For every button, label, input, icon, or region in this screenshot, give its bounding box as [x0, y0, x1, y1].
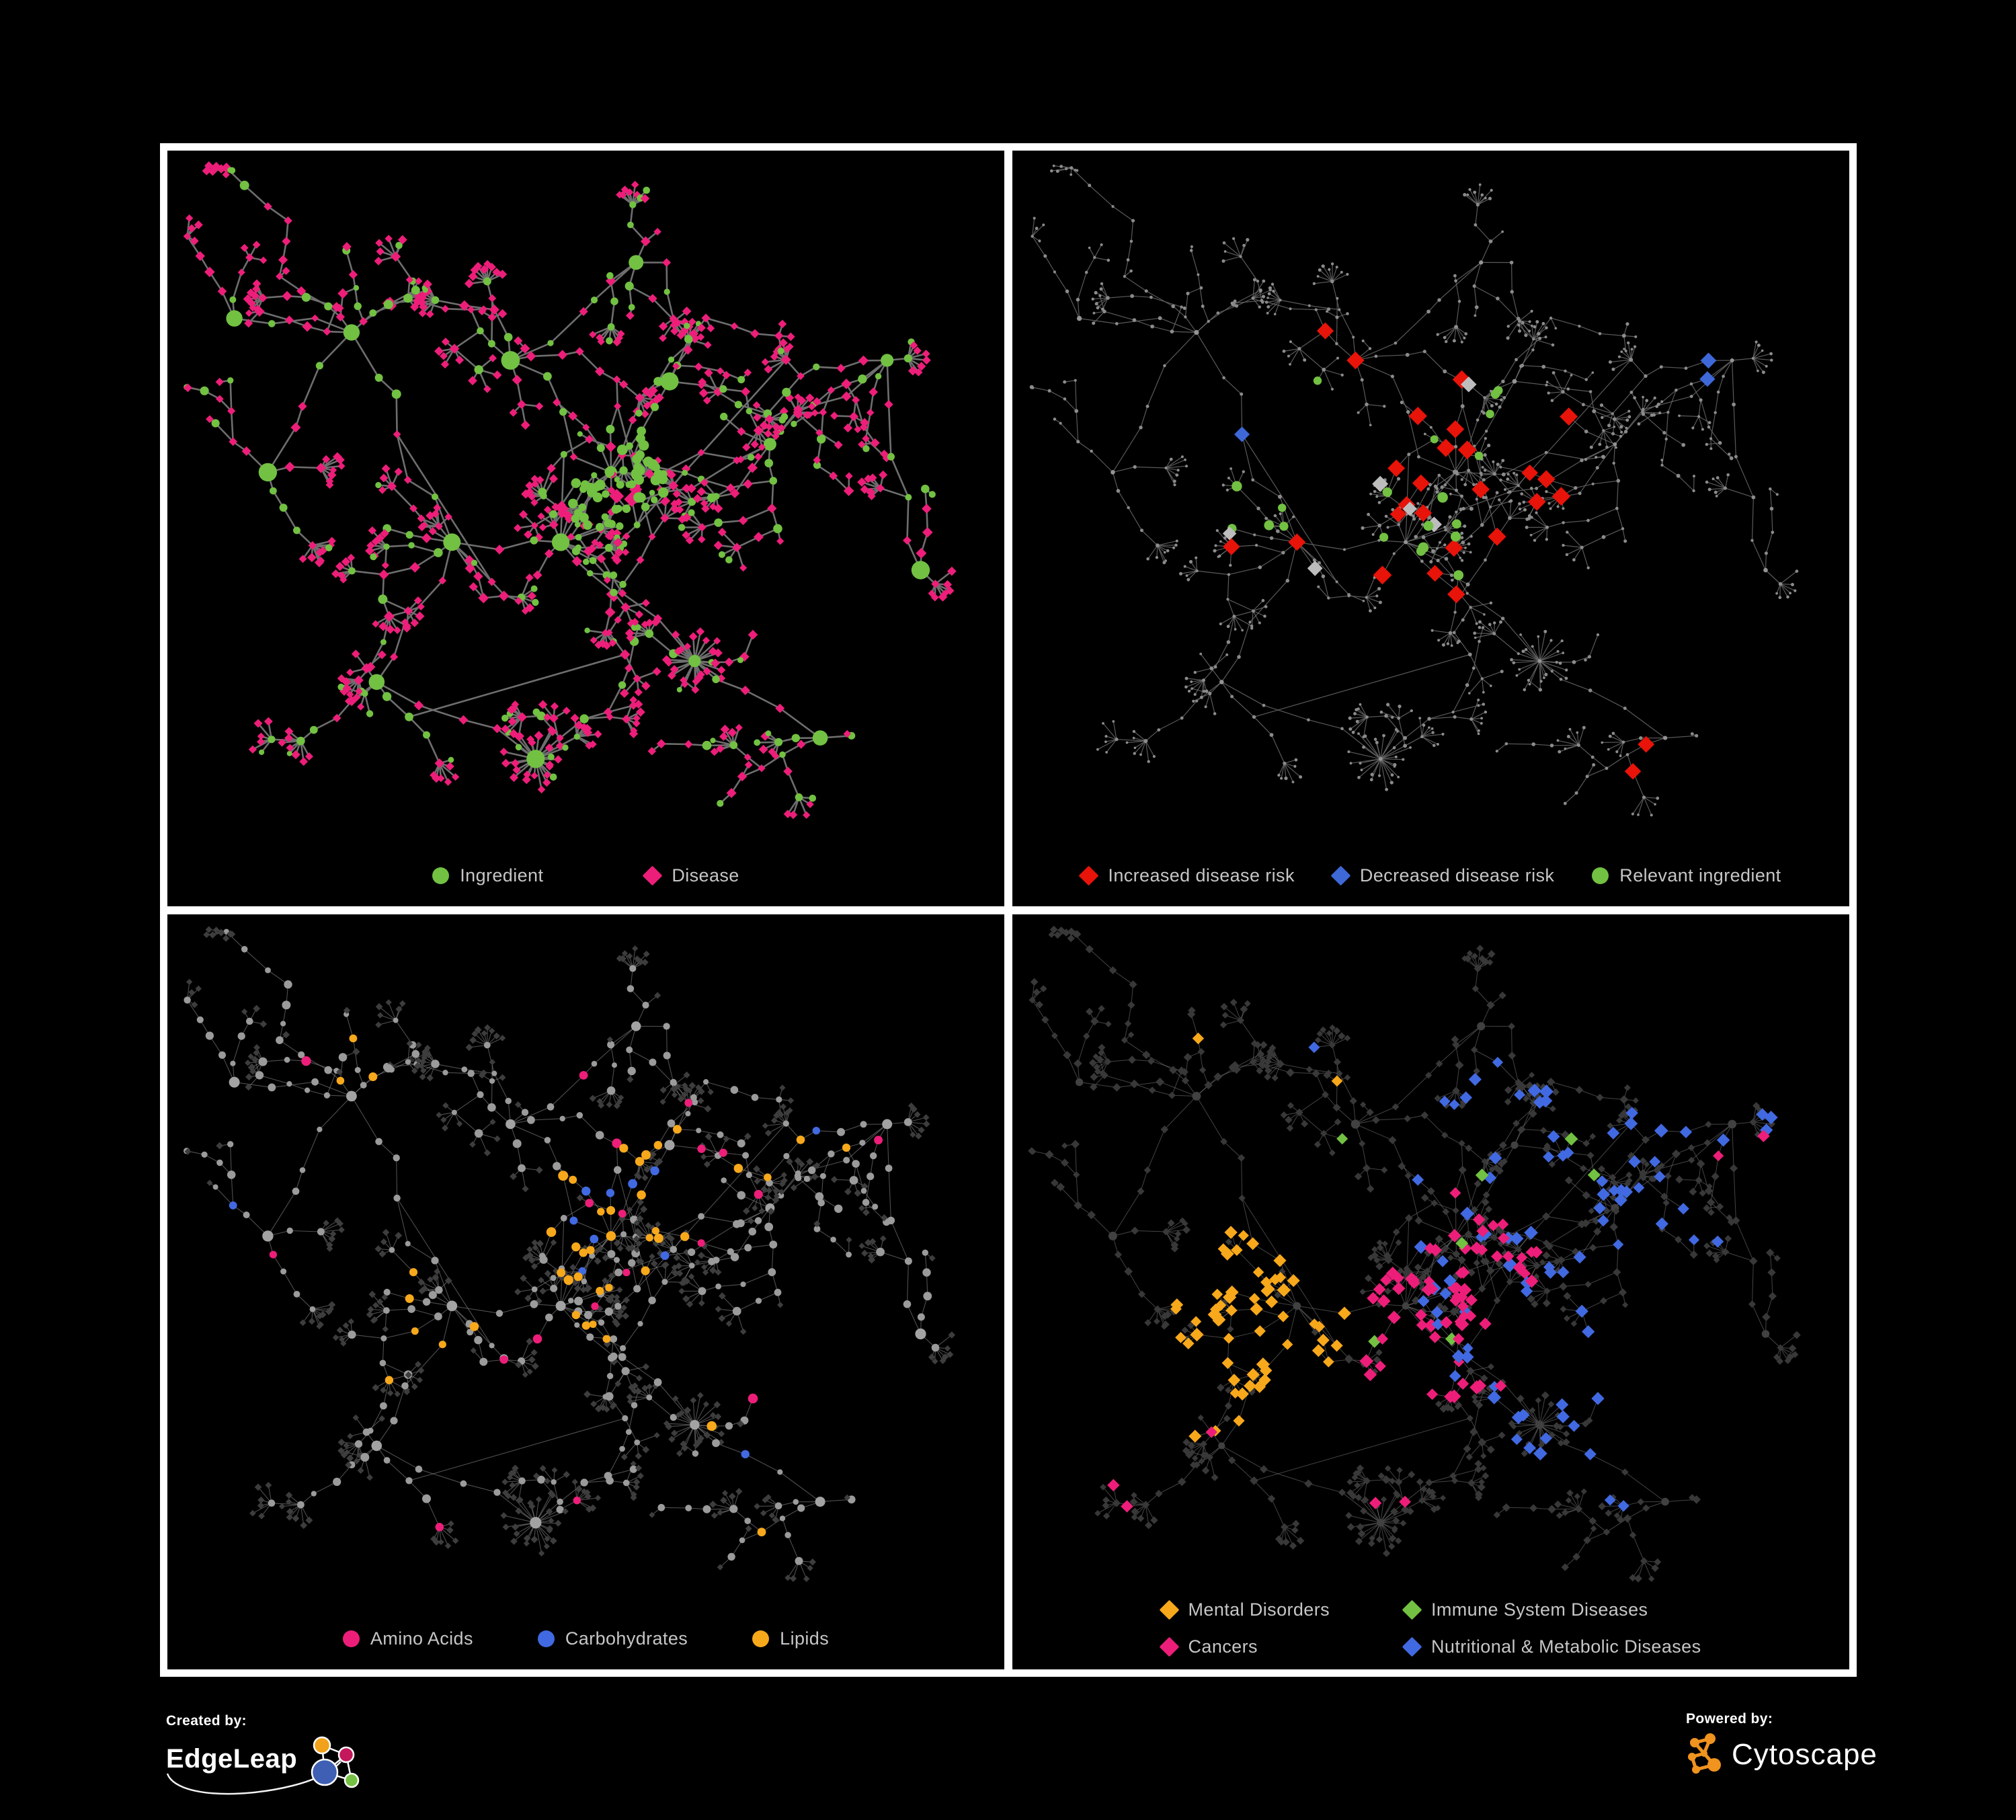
legend-diamond-marker [1079, 865, 1099, 885]
legend-compound-classes: Amino Acids Carbohydrates Lipids [167, 1628, 1004, 1649]
cytoscape-logo-icon [1688, 1733, 1721, 1774]
cytoscape-logo: Cytoscape [1686, 1733, 1968, 1777]
legend-item: Ingredient [432, 865, 543, 886]
legend-disease-classes: Mental Disorders Immune System Diseases Ca… [1012, 1599, 1849, 1657]
edgeleap-wordmark: EdgeLeap [166, 1744, 298, 1774]
legend-label: Lipids [780, 1628, 830, 1649]
legend-item: Carbohydrates [537, 1628, 688, 1649]
legend-label: Immune System Diseases [1431, 1599, 1648, 1620]
legend-diamond-marker [643, 865, 663, 885]
network-ingredient-disease [183, 161, 957, 820]
legend-item: Immune System Diseases [1402, 1599, 1701, 1620]
created-by-label: Created by: [166, 1713, 247, 1729]
legend-disease-risk: Increased disease risk Decreased disease … [1012, 865, 1849, 886]
legend-item: Decreased disease risk [1330, 865, 1555, 886]
legend-item: Nutritional & Metabolic Diseases [1402, 1636, 1701, 1657]
legend-item: Amino Acids [342, 1628, 473, 1649]
legend-circle-marker [752, 1630, 770, 1647]
legend-label: Decreased disease risk [1359, 865, 1555, 885]
legend-label: Disease [672, 865, 739, 885]
legend-item: Lipids [752, 1628, 829, 1649]
powered-by-block: Powered by: Cytoscape [1686, 1711, 1968, 1792]
legend-circle-marker [1592, 867, 1609, 884]
created-by-block: Created by: EdgeLeap [166, 1713, 502, 1807]
legend-item: Mental Disorders [1159, 1599, 1330, 1620]
legend-label: Mental Disorders [1188, 1599, 1330, 1620]
legend-label: Cancers [1188, 1636, 1258, 1657]
legend-label: Relevant ingredient [1619, 865, 1781, 885]
network-compound-classes [184, 926, 956, 1582]
legend-item: Increased disease risk [1079, 865, 1295, 886]
legend-label: Ingredient [460, 865, 544, 885]
panel-ingredient-disease: Ingredient Disease [167, 151, 1004, 906]
powered-by-label: Powered by: [1686, 1711, 1773, 1727]
legend-label: Carbohydrates [565, 1628, 688, 1649]
legend-diamond-marker [1159, 1636, 1179, 1657]
legend-diamond-marker [1402, 1599, 1422, 1620]
panel-disease-classes: Mental Disorders Immune System Diseases Ca… [1012, 914, 1849, 1669]
network-disease-classes [1028, 925, 1801, 1583]
legend-item: Disease [643, 865, 739, 886]
legend-circle-marker [537, 1630, 555, 1647]
legend-ingredient-disease: Ingredient Disease [167, 865, 1004, 886]
edgeleap-logo: EdgeLeap [166, 1735, 502, 1802]
legend-label: Increased disease risk [1108, 865, 1295, 885]
panel-compound-classes: Amino Acids Carbohydrates Lipids [167, 914, 1004, 1669]
legend-circle-marker [342, 1630, 360, 1647]
legend-diamond-marker [1402, 1636, 1422, 1657]
legend-item: Cancers [1159, 1636, 1330, 1657]
legend-label: Nutritional & Metabolic Diseases [1431, 1636, 1701, 1657]
network-disease-risk [1029, 164, 1799, 817]
legend-item: Relevant ingredient [1592, 865, 1781, 886]
legend-diamond-marker [1159, 1599, 1179, 1620]
legend-circle-marker [432, 867, 450, 884]
legend-diamond-marker [1330, 865, 1351, 885]
edgeleap-logo-icon [166, 1736, 360, 1795]
panel-grid: Ingredient Disease Increased disease risk… [160, 143, 1857, 1677]
cytoscape-wordmark: Cytoscape [1732, 1738, 1878, 1771]
legend-label: Amino Acids [370, 1628, 473, 1649]
panel-disease-risk: Increased disease risk Decreased disease … [1012, 151, 1849, 906]
